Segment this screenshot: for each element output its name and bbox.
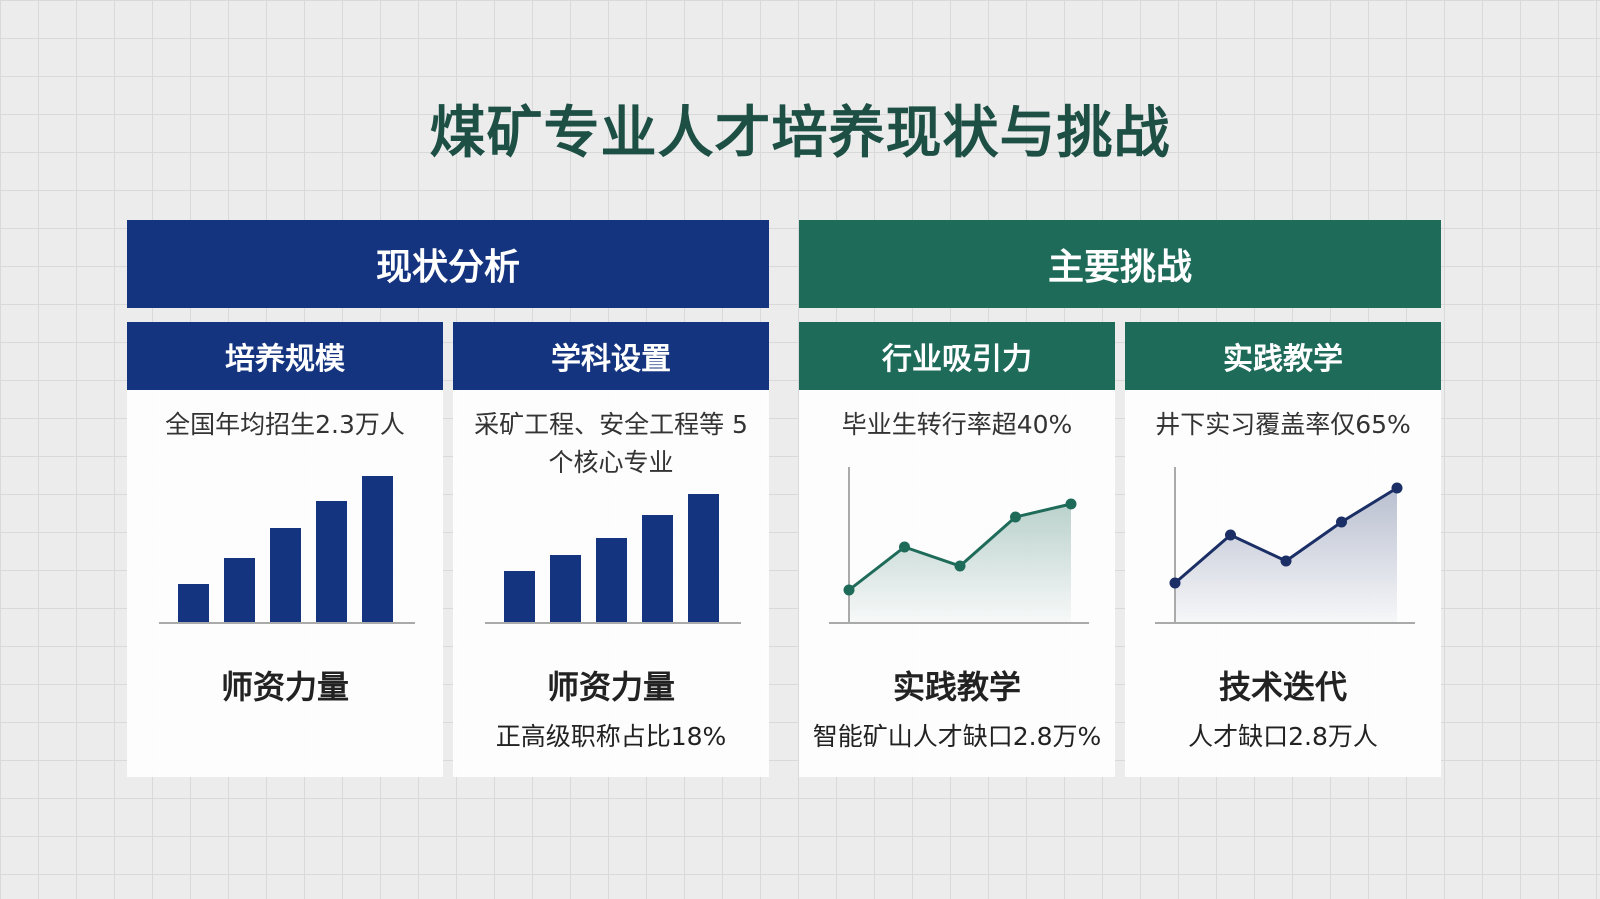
card-label: 师资力量 — [220, 668, 349, 706]
card-header: 学科设置 — [453, 322, 769, 390]
card-training-scale: 培养规模 全国年均招生2.3万人 师资力量 — [127, 322, 443, 777]
card-desc: 全国年均招生2.3万人 — [165, 410, 405, 439]
data-point — [1225, 529, 1236, 541]
data-point — [1010, 511, 1021, 523]
card-attractiveness: 行业吸引力 毕业生转行率超40% 实践教学 智能矿山人才缺口2.8万% — [799, 322, 1115, 777]
bar — [224, 558, 255, 622]
bar-chart — [485, 494, 741, 624]
data-point — [843, 584, 855, 596]
card-label: 师资力量 — [546, 668, 675, 706]
card-disciplines: 学科设置 采矿工程、安全工程等 5个核心专业 师资力量 正高级职称占比18% — [453, 322, 769, 777]
data-point — [1336, 516, 1347, 528]
bar — [642, 515, 673, 622]
bar-chart — [159, 476, 415, 624]
bar — [596, 538, 627, 622]
card-header: 行业吸引力 — [799, 322, 1115, 390]
card-practice: 实践教学 井下实习覆盖率仅65% 技术迭代 人才缺口2.8万人 — [1125, 322, 1441, 777]
area-fill — [849, 504, 1071, 622]
card-desc: 采矿工程、安全工程等 5个核心专业 — [474, 410, 748, 477]
card-desc: 井下实习覆盖率仅65% — [1155, 410, 1411, 439]
bar — [316, 501, 347, 622]
bar — [550, 555, 581, 622]
card-desc: 毕业生转行率超40% — [841, 410, 1073, 439]
bar — [688, 494, 719, 622]
area-fill — [1175, 488, 1397, 622]
card-subtext: 正高级职称占比18% — [495, 722, 727, 751]
data-point — [1280, 555, 1292, 567]
bar — [362, 476, 393, 622]
bar — [270, 528, 301, 622]
bar — [178, 584, 209, 622]
data-point — [899, 541, 910, 553]
line-chart — [829, 467, 1089, 624]
card-subtext: 智能矿山人才缺口2.8万% — [812, 722, 1102, 751]
data-point — [1169, 577, 1181, 589]
card-header: 实践教学 — [1125, 322, 1441, 390]
section-header-challenges: 主要挑战 — [799, 220, 1441, 308]
data-point — [1065, 498, 1077, 510]
card-header: 培养规模 — [127, 322, 443, 390]
card-label: 实践教学 — [892, 668, 1021, 706]
line-chart — [1155, 467, 1415, 624]
card-label: 技术迭代 — [1218, 668, 1347, 706]
page-title: 煤矿专业人才培养现状与挑战 — [429, 101, 1171, 166]
data-point — [954, 560, 966, 572]
data-point — [1391, 482, 1403, 494]
card-subtext: 人才缺口2.8万人 — [1188, 722, 1378, 751]
section-header-status: 现状分析 — [127, 220, 769, 308]
bar — [504, 571, 535, 622]
